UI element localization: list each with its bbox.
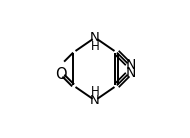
Text: H: H — [91, 85, 99, 98]
Text: N: N — [125, 66, 136, 80]
Text: O: O — [55, 67, 67, 82]
Text: N: N — [125, 58, 136, 72]
Text: N: N — [90, 31, 100, 44]
Text: N: N — [90, 94, 100, 107]
Text: H: H — [91, 40, 99, 53]
